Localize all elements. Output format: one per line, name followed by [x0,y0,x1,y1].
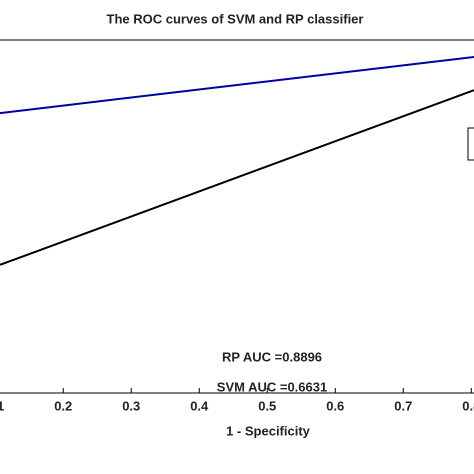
annotation: RP AUC =0.8896 [222,349,322,364]
x-tick-label: 0.1 [0,398,4,413]
x-tick-label: 0.4 [190,398,209,413]
line-series [0,89,474,266]
annotation: SVM AUC =0.6631 [217,379,327,394]
x-tick-label: 0.6 [326,398,344,413]
x-tick-label: 0.5 [258,398,276,413]
line-series [0,55,474,115]
x-tick-label: 0.7 [394,398,412,413]
legend-box [467,127,474,161]
x-tick-label: 0.2 [54,398,72,413]
chart-title: The ROC curves of SVM and RP classifier [107,11,364,26]
x-axis-label: 1 - Specificity [226,423,311,438]
x-tick-label: 0.3 [122,398,140,413]
x-tick-label: 0.8 [462,398,474,413]
